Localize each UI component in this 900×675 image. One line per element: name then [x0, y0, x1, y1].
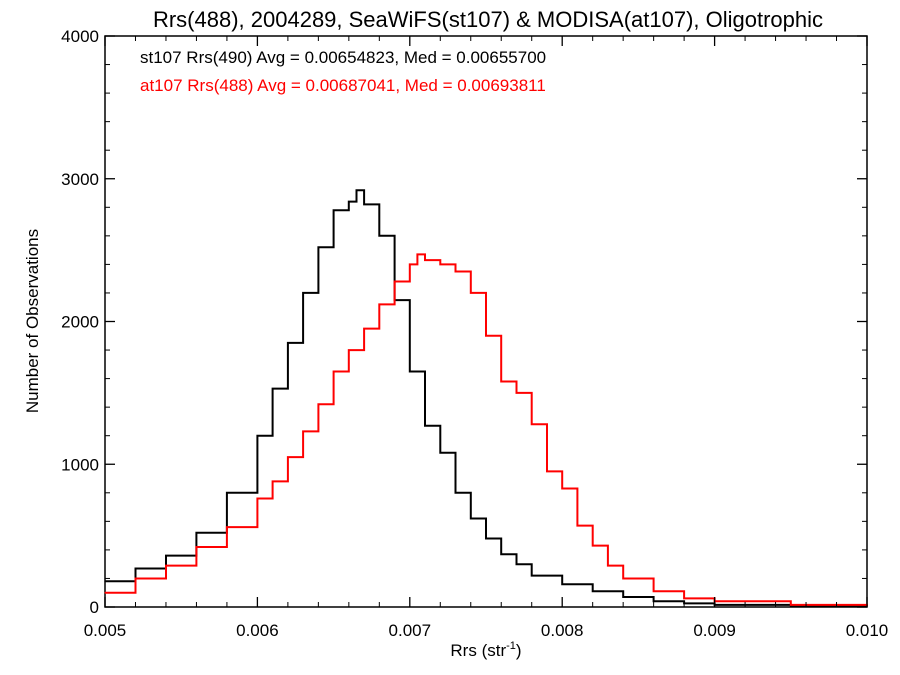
data-point-s2-3 — [165, 565, 167, 567]
x-tick-label-1: 0.005 — [84, 621, 127, 640]
data-point-s2-12 — [348, 349, 350, 351]
data-point-s1-9 — [302, 292, 304, 294]
data-point-s2-11 — [333, 370, 335, 373]
data-point-s1-22 — [485, 537, 487, 540]
data-point-s2-32 — [653, 590, 655, 592]
legend: st107 Rrs(490) Avg = 0.00654823, Med = 0… — [140, 48, 546, 95]
y-tick-label-5: 4000 — [61, 27, 99, 46]
data-point-s1-28 — [622, 596, 624, 598]
data-point-s2-10 — [317, 403, 319, 405]
x-axis-title: Rrs (str-1) — [450, 640, 521, 660]
data-point-s1-23 — [500, 553, 502, 555]
data-point-s2-16 — [409, 263, 411, 265]
data-point-s2-31 — [622, 577, 624, 580]
data-point-s2-20 — [454, 270, 457, 273]
x-axis-title-sup: -1 — [506, 640, 516, 652]
data-point-s1-20 — [454, 492, 457, 494]
series-1 — [104, 189, 868, 607]
data-point-s1-13 — [355, 189, 358, 191]
data-point-s1-12 — [348, 201, 350, 203]
series-2 — [104, 253, 868, 607]
x-axis-title-main: Rrs (str — [450, 641, 506, 660]
data-point-s2-29 — [592, 545, 594, 547]
data-point-s1-4 — [195, 532, 197, 534]
series-line-2 — [105, 253, 868, 606]
x-tick-label-3: 0.007 — [389, 621, 432, 640]
data-point-s1-2 — [134, 567, 137, 570]
data-point-s1-19 — [439, 452, 441, 454]
data-point-s2-30 — [607, 565, 609, 567]
data-point-s2-6 — [256, 497, 258, 500]
data-point-s2-2 — [134, 577, 137, 580]
data-point-s2-8 — [287, 456, 289, 458]
data-point-s1-25 — [531, 575, 533, 577]
data-point-s2-23 — [500, 380, 502, 383]
series-line-1 — [105, 189, 868, 607]
data-point-s2-33 — [683, 597, 685, 600]
y-tick-label-3: 2000 — [61, 313, 99, 332]
data-point-s2-26 — [546, 470, 548, 472]
data-point-s2-25 — [531, 423, 533, 425]
data-point-s2-17 — [416, 253, 418, 255]
data-point-s2-5 — [226, 526, 228, 528]
data-point-s2-28 — [576, 525, 579, 527]
data-point-s1-11 — [333, 209, 335, 211]
data-point-s2-22 — [485, 335, 487, 337]
data-point-s1-6 — [256, 435, 258, 437]
data-point-s1-24 — [515, 563, 518, 565]
data-point-s1-18 — [424, 425, 426, 427]
data-point-s2-14 — [378, 303, 380, 305]
y-tick-label-1: 0 — [90, 598, 99, 617]
data-point-s2-24 — [515, 392, 518, 394]
x-tick-label-5: 0.009 — [693, 621, 736, 640]
data-point-s1-7 — [272, 388, 274, 390]
data-point-s1-26 — [561, 583, 563, 585]
data-point-s2-21 — [470, 292, 472, 294]
data-point-s1-5 — [226, 492, 228, 494]
data-point-s2-13 — [363, 328, 365, 330]
legend-entry-1: st107 Rrs(490) Avg = 0.00654823, Med = 0… — [140, 48, 546, 67]
data-point-s1-1 — [104, 580, 106, 582]
axis-ticks — [104, 35, 868, 608]
data-point-s2-15 — [394, 280, 396, 283]
data-point-s2-7 — [272, 480, 274, 482]
series-layer — [104, 189, 868, 607]
axis-tick-labels: 0.005 0.006 0.007 0.008 0.009 0.010 0 1000 2000 3… — [61, 27, 888, 640]
legend-entry-2: at107 Rrs(488) Avg = 0.00687041, Med = 0… — [140, 76, 546, 95]
data-point-s2-4 — [195, 546, 197, 548]
data-point-s1-15 — [378, 235, 380, 237]
data-point-s1-10 — [317, 246, 319, 248]
y-tick-label-2: 1000 — [61, 455, 99, 474]
y-axis-title: Number of Observations — [23, 229, 42, 413]
x-tick-label-6: 0.010 — [846, 621, 889, 640]
x-tick-label-2: 0.006 — [236, 621, 279, 640]
data-point-s2-19 — [439, 263, 441, 265]
data-point-s1-8 — [287, 342, 289, 344]
data-point-s2-1 — [104, 592, 106, 594]
data-point-s1-14 — [363, 203, 365, 205]
data-point-s1-29 — [653, 600, 655, 602]
data-point-s1-27 — [592, 590, 594, 592]
y-tick-label-4: 3000 — [61, 170, 99, 189]
data-point-s2-27 — [561, 487, 563, 490]
data-point-s2-9 — [302, 430, 304, 432]
x-tick-label-4: 0.008 — [541, 621, 584, 640]
x-axis-title-suffix: ) — [516, 641, 522, 660]
data-point-s2-18 — [424, 259, 426, 261]
data-point-s1-3 — [165, 555, 167, 557]
data-point-s2-35 — [790, 604, 792, 606]
data-point-s1-21 — [470, 517, 472, 520]
data-point-s1-17 — [409, 370, 411, 373]
chart-title: Rrs(488), 2004289, SeaWiFS(st107) & MODI… — [153, 7, 823, 32]
